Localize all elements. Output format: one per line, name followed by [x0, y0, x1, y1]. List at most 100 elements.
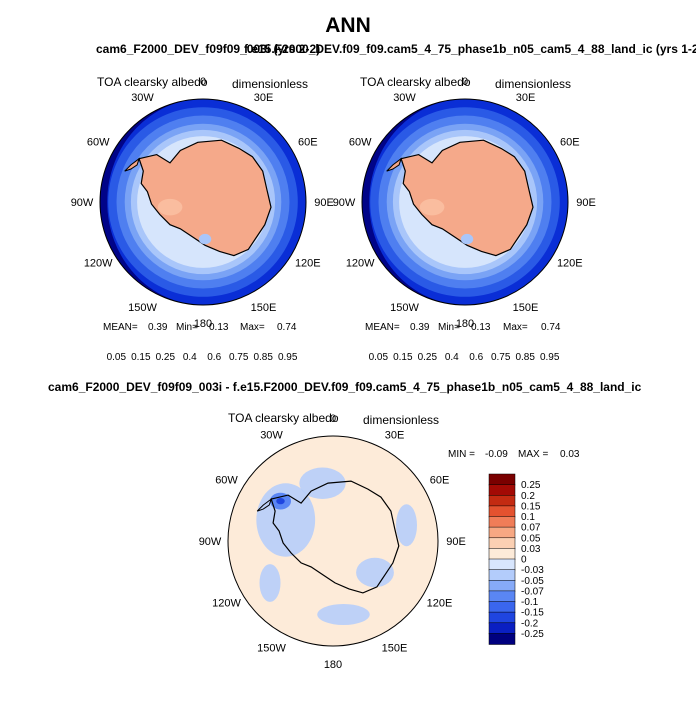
top-left-case-title: cam6_F2000_DEV_f09f09_003i (yrs 2-2) [96, 42, 321, 56]
panel3-map-border [227, 435, 439, 647]
panel3-colorbar-cell [488, 558, 516, 571]
panel2-lon-label: 180 [456, 318, 474, 330]
panel2-lon-label: 30W [393, 92, 416, 104]
panel1-colorbar-label: 0.95 [278, 352, 298, 363]
panel3-colorbar-label: -0.15 [521, 608, 544, 619]
panel3-lon-label: 180 [324, 659, 342, 671]
panel3-lon-label: 150E [382, 643, 408, 655]
panel1-colorbar-label: 0.4 [183, 352, 197, 363]
panel3-anomaly-patch [356, 557, 394, 588]
panel3-colorbar-cell [488, 601, 516, 613]
panel1-land-patch [157, 198, 183, 216]
panel1-mean-label: MEAN= [103, 322, 138, 333]
panel1-min-value: 0.13 [209, 322, 229, 333]
panel3-colorbar-cell [488, 548, 516, 560]
panel3-colorbar-cell [488, 611, 516, 624]
panel1-max-value: 0.74 [277, 322, 297, 333]
panel3-colorbar-cell [488, 569, 516, 581]
panel3-lon-label: 120E [427, 598, 453, 610]
panel2-lon-label: 120E [557, 258, 583, 270]
panel2-lon-label: 90E [576, 197, 596, 209]
panel1-peninsula [124, 157, 141, 172]
panel1-coastline [138, 139, 272, 257]
panel1-ice-patch [198, 233, 212, 245]
panel1-colorbar-label: 0.15 [131, 352, 151, 363]
panel3-colorbar-cell [488, 526, 516, 539]
panel3-colorbar-label: -0.1 [521, 597, 539, 608]
panel2-map-border [361, 98, 569, 306]
panel3-colorbar-cell [488, 505, 516, 518]
panel3-units: dimensionless [363, 413, 440, 427]
panel1-lon-label: 180 [194, 318, 212, 330]
panel2-colorbar-label: 0.25 [418, 352, 438, 363]
panel3-lon-label: 30E [385, 430, 405, 442]
panel2-lon-label: 30E [516, 92, 536, 104]
panel3-colorbar-label: -0.25 [521, 629, 544, 640]
panel3-colorbar-cell [488, 633, 516, 645]
panel1-mean-value: 0.39 [148, 322, 168, 333]
panel2-colorbar-label: 0.4 [445, 352, 459, 363]
panel3-colorbar-cell [488, 484, 516, 496]
panel1-lon-label: 120W [84, 258, 113, 270]
panel3-lon-label: 120W [212, 598, 241, 610]
panel2-peninsula [386, 157, 403, 172]
panel2-colorbar-label: 0.05 [369, 352, 389, 363]
panel3-max-label: MAX = [518, 449, 549, 460]
panel3-colorbar-label: 0.03 [521, 544, 541, 555]
panel3-colorbar-cell [488, 580, 516, 592]
panel2-ice-patch [460, 233, 474, 245]
panel3-colorbar-cell [488, 473, 516, 486]
panel3-colorbar-label: 0.1 [521, 512, 535, 523]
panel3-coastline [270, 480, 400, 594]
panel1-lon-label: 90W [71, 197, 94, 209]
panel1-var-title: TOA clearsky albedo [97, 75, 208, 89]
panel3-colorbar-label: 0.07 [521, 523, 541, 534]
panel2-land-patch [419, 198, 445, 216]
panel2-lon-label: 60W [349, 137, 372, 149]
panel3-colorbar-cell [488, 590, 516, 603]
panel2-lon-label: 150E [513, 302, 539, 314]
panel3-anomaly-patch [396, 504, 417, 547]
panel3-colorbar-label: -0.2 [521, 618, 539, 629]
panel1-colorbar-label: 0.85 [253, 352, 273, 363]
panel3-peninsula [256, 497, 273, 512]
panel3-strongest-anomaly [276, 497, 285, 505]
panel2-min-value: 0.13 [471, 322, 491, 333]
panel3-colorbar-label: 0.15 [521, 501, 541, 512]
panel3-colorbar-label: 0.05 [521, 533, 541, 544]
panel1-lon-label: 150E [251, 302, 277, 314]
panel3-var-title: TOA clearsky albedo [228, 411, 339, 425]
panel3-colorbar-label: -0.03 [521, 565, 544, 576]
panel2-max-value: 0.74 [541, 322, 561, 333]
panel1-lon-label: 120E [295, 258, 321, 270]
panel2-lon-label: 60E [560, 137, 580, 149]
panel3-lon-label: 150W [257, 643, 286, 655]
panel1-lon-label: 60W [87, 137, 110, 149]
panel1-min-label: Min= [176, 322, 198, 333]
panel3-colorbar-cell [488, 495, 516, 507]
panel3-min-value: -0.09 [485, 449, 508, 460]
panel3-lon-label: 30W [260, 430, 283, 442]
panel3-colorbar-cell [488, 516, 516, 528]
panel2-lon-label: 120W [346, 258, 375, 270]
panel2-colorbar-label: 0.6 [469, 352, 483, 363]
panel2-colorbar-label: 0.85 [515, 352, 535, 363]
panel1-lon-label: 60E [298, 137, 318, 149]
panel1-lon-label: 150W [128, 302, 157, 314]
panel3-anomaly-patch [317, 604, 370, 625]
panel2-var-title: TOA clearsky albedo [360, 75, 471, 89]
panel2-colorbar-label: 0.15 [393, 352, 413, 363]
panel1-lon-label: 30W [131, 92, 154, 104]
panel3-anomaly-patch [299, 467, 346, 499]
panel3-anomaly-patch [259, 564, 281, 602]
panel3-lon-label: 0 [330, 413, 336, 425]
panel3-min-label: MIN = [448, 449, 475, 460]
top-right-case-title: f.e15.F2000_DEV.f09_f09.cam5_4_75_phase1… [244, 42, 696, 56]
panel2-units: dimensionless [495, 77, 572, 91]
panel1-colorbar-label: 0.75 [229, 352, 249, 363]
panel3-max-value: 0.03 [560, 449, 580, 460]
panel3-lon-label: 90E [446, 536, 466, 548]
panel1-colorbar-label: 0.05 [107, 352, 127, 363]
diff-case-title: cam6_F2000_DEV_f09f09_003i - f.e15.F2000… [48, 380, 642, 394]
